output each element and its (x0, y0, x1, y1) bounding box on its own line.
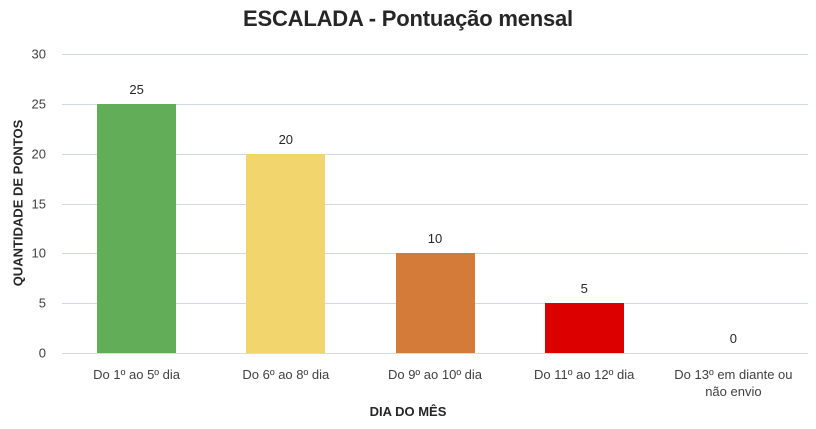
x-tick-label: Do 11º ao 12º dia (534, 367, 635, 382)
y-tick-label: 5 (38, 295, 46, 311)
gridline (62, 103, 808, 105)
bar[interactable] (97, 103, 177, 353)
gridline (62, 54, 808, 55)
bar[interactable] (395, 253, 475, 353)
x-axis-label: DIA DO MÊS (369, 404, 447, 419)
y-tick-label: 20 (31, 146, 46, 162)
y-tick-label: 10 (31, 245, 46, 261)
x-tick-label: Do 9º ao 10º dia (387, 367, 483, 382)
y-tick-label: 25 (31, 96, 46, 112)
x-tick-label: Do 1º ao 5º dia (93, 367, 181, 382)
data-label: 20 (278, 131, 294, 147)
data-label: 25 (129, 81, 144, 97)
x-tick-label: Do 13º em diante ou não envio (674, 367, 793, 399)
y-tick-label: 0 (38, 345, 46, 361)
gridline (62, 203, 808, 205)
plot-area: 25 20 10 5 0 (62, 54, 808, 354)
y-tick-label: 30 (31, 46, 46, 62)
chart-title: ESCALADA - Pontuação mensal (243, 6, 573, 31)
bar[interactable] (544, 303, 624, 353)
gridline (62, 153, 808, 155)
data-label: 10 (427, 231, 443, 247)
data-label: 5 (580, 281, 588, 297)
y-tick-label: 15 (31, 196, 46, 211)
gridline (62, 353, 808, 354)
x-tick-label: Do 6º ao 8º dia (242, 367, 330, 382)
bar[interactable] (246, 153, 326, 353)
data-label: 0 (729, 331, 737, 346)
